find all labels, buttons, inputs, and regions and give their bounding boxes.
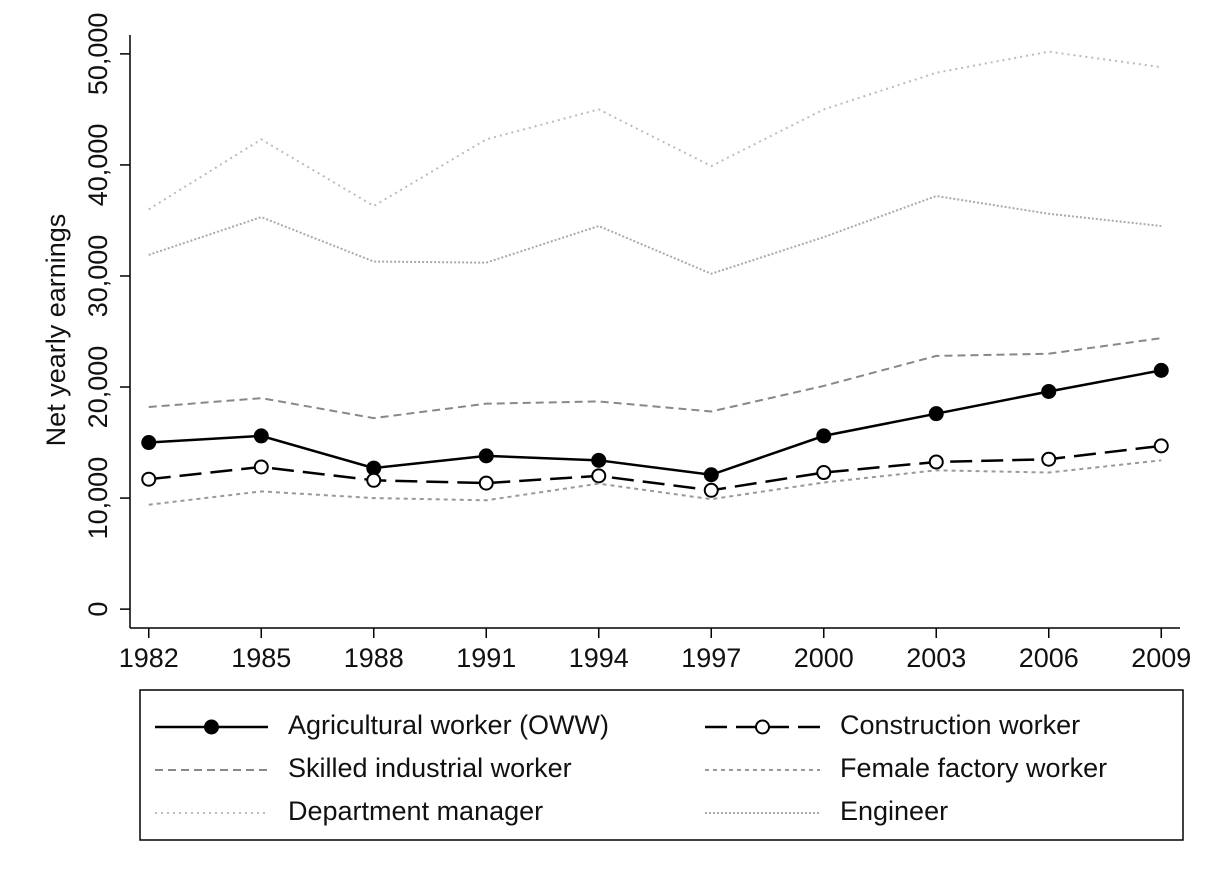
point: [366, 472, 382, 488]
point: [703, 467, 719, 483]
legend-marker: [755, 719, 770, 735]
series-line: [148, 444, 1162, 492]
point: [1041, 383, 1057, 399]
x-tick-label: 1985: [231, 643, 291, 673]
point: [478, 475, 494, 491]
y-axis-label: Net yearly earnings: [41, 214, 71, 447]
legend-label: Agricultural worker (OWW): [288, 710, 609, 740]
point: [253, 428, 269, 444]
series-line: [148, 337, 1162, 420]
x-tick-label: 2000: [794, 643, 854, 673]
x-tick-label: 1988: [344, 643, 404, 673]
point: [478, 448, 494, 464]
x-tick-label: 2003: [906, 643, 966, 673]
point: [816, 465, 832, 481]
point: [703, 482, 719, 498]
legend-box: [139, 689, 1184, 841]
series-line: [148, 459, 1162, 506]
point: [1153, 362, 1169, 378]
point: [928, 454, 944, 470]
point: [141, 471, 157, 487]
x-tick-label: 1994: [569, 643, 629, 673]
y-tick-label: 30,000: [83, 235, 113, 318]
point: [253, 459, 269, 475]
point: [141, 435, 157, 451]
series-line: [148, 50, 1162, 211]
legend-label: Construction worker: [840, 710, 1080, 740]
x-tick-label: 2006: [1019, 643, 1079, 673]
legend-label: Department manager: [288, 796, 543, 826]
y-tick-label: 10,000: [83, 457, 113, 540]
point: [591, 452, 607, 468]
y-tick-label: 40,000: [83, 124, 113, 207]
x-tick-label: 1991: [456, 643, 516, 673]
series-line: [148, 194, 1162, 275]
legend-label: Engineer: [840, 796, 948, 826]
x-tick-label: 1982: [119, 643, 179, 673]
point: [366, 460, 382, 476]
y-tick-label: 0: [83, 602, 113, 617]
point: [591, 468, 607, 484]
point: [928, 406, 944, 422]
point: [1041, 451, 1057, 467]
x-tick-label: 2009: [1131, 643, 1191, 673]
point: [1153, 438, 1169, 454]
y-tick-label: 20,000: [83, 346, 113, 429]
legend-label: Skilled industrial worker: [288, 753, 572, 783]
legend-marker: [204, 719, 219, 735]
legend-label: Female factory worker: [840, 753, 1107, 783]
y-tick-label: 50,000: [83, 13, 113, 96]
x-tick-label: 1997: [681, 643, 741, 673]
point: [816, 428, 832, 444]
series-line: [148, 369, 1162, 477]
